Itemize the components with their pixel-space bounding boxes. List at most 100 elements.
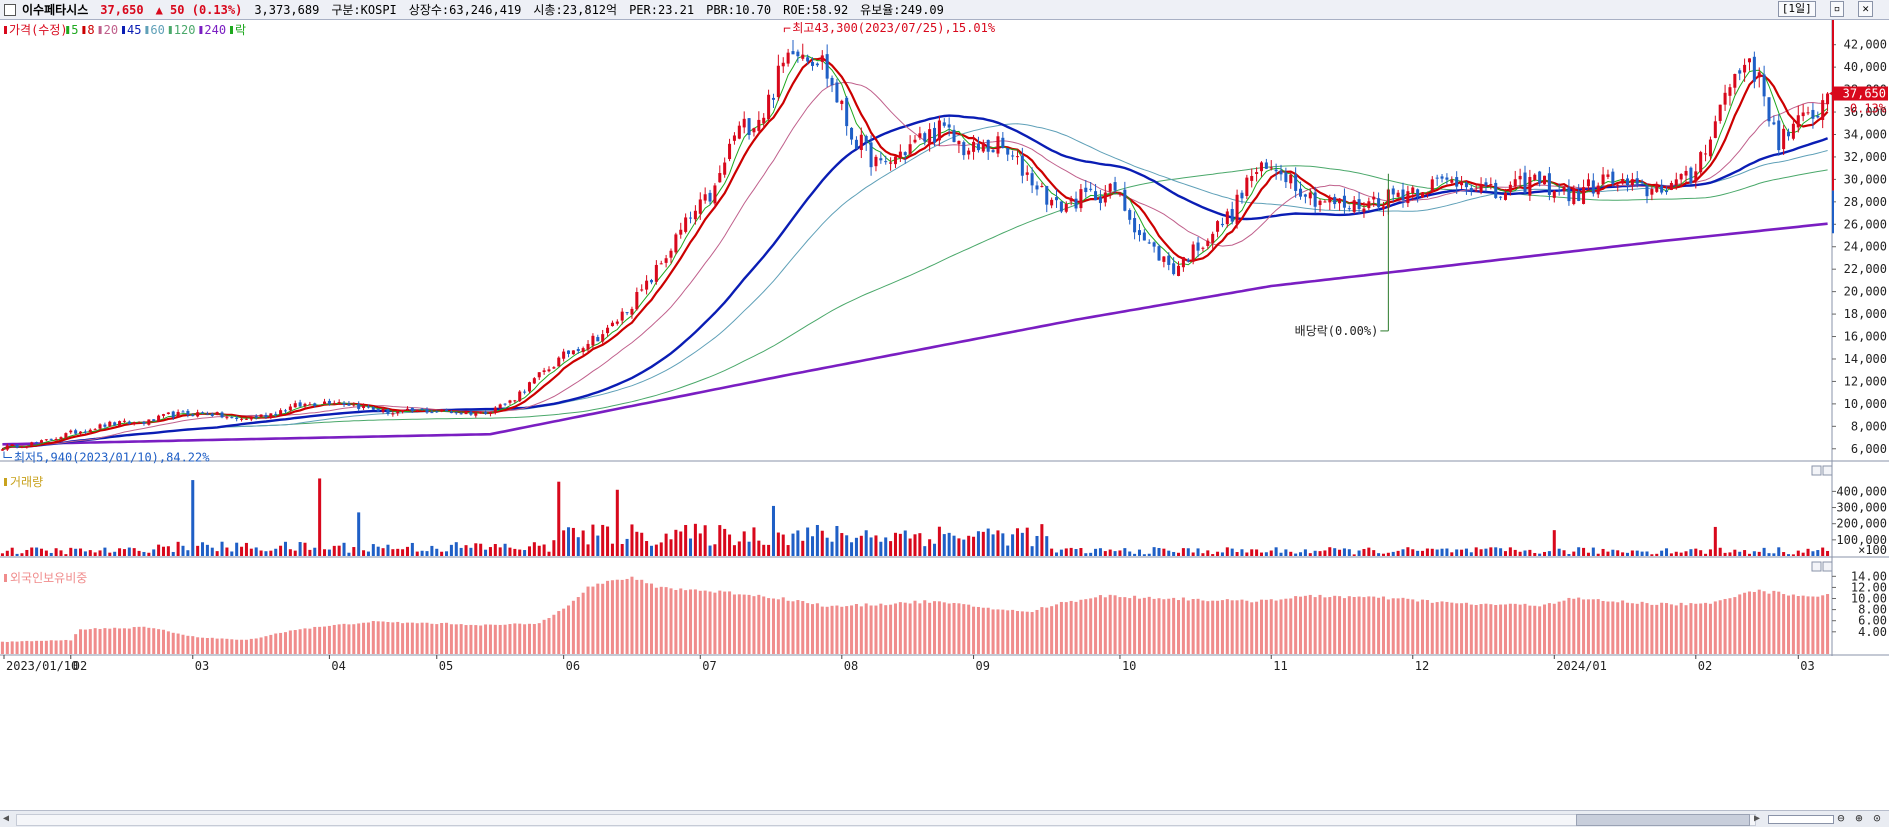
candle <box>1826 92 1830 112</box>
volume-bar <box>1406 547 1410 556</box>
foreign-ratio-bar <box>1269 599 1273 654</box>
volume-bar <box>88 550 92 556</box>
foreign-ratio-bar <box>1562 600 1566 654</box>
volume-bar <box>1577 547 1581 556</box>
y-tick-label: 30,000 <box>1844 172 1887 186</box>
foreign-ratio-bar <box>1191 599 1195 654</box>
panel-restore-icon[interactable]: ▫ <box>1829 1 1845 17</box>
pbr-value: PBR:10.70 <box>706 2 772 17</box>
candle <box>928 123 932 152</box>
volume-bar <box>1128 551 1132 556</box>
volume-bar <box>293 550 297 556</box>
candle <box>845 96 849 136</box>
candle <box>1679 173 1683 188</box>
candle-body <box>225 417 229 419</box>
candle <box>1567 179 1571 206</box>
volume-bar <box>371 544 375 556</box>
y-tick-label: 10,000 <box>1844 397 1887 411</box>
volume-bar <box>1411 549 1415 556</box>
candle <box>801 43 805 61</box>
foreign-ratio-bar <box>776 599 780 654</box>
foreign-ratio-bar <box>732 594 736 654</box>
foreign-ratio-bar <box>347 624 351 654</box>
candle <box>1660 179 1664 195</box>
candle <box>1747 58 1751 71</box>
candle <box>1303 193 1307 204</box>
scroll-left-icon[interactable]: ◀ <box>3 813 10 824</box>
foreign-ratio-bar <box>93 628 97 654</box>
scroll-thumb[interactable] <box>1576 814 1750 826</box>
candle <box>1782 124 1786 155</box>
candle <box>1777 114 1781 156</box>
foreign-ratio-bar <box>1250 602 1254 654</box>
candle <box>1582 179 1586 205</box>
volume-bar <box>1342 548 1346 556</box>
volume-bar <box>1704 553 1708 556</box>
candle-body <box>508 400 512 403</box>
candle-body <box>1650 189 1654 195</box>
zoom-out-icon[interactable]: ⊖ <box>1837 811 1845 825</box>
foreign-ratio-bar <box>1235 600 1239 654</box>
candle-body <box>376 409 380 412</box>
volume-bar <box>1679 552 1683 556</box>
candle-body <box>108 421 112 427</box>
volume-tick-label: 100,000 <box>1836 533 1887 547</box>
candle <box>474 411 478 418</box>
foreign-ratio-bar <box>49 640 53 654</box>
candle-body <box>503 403 507 405</box>
candle-body <box>1220 223 1224 226</box>
candle-body <box>469 411 473 415</box>
candle <box>181 409 185 413</box>
range-slider[interactable] <box>1768 815 1834 824</box>
foreign-ratio-bar <box>386 622 390 654</box>
volume-bar <box>1503 551 1507 556</box>
volume-bar <box>1460 549 1464 556</box>
candle <box>669 248 673 264</box>
candle-body <box>157 415 161 422</box>
volume-bar <box>1147 553 1151 556</box>
candle-body <box>49 438 53 440</box>
period-button[interactable]: [1일] <box>1777 1 1816 17</box>
foreign-ratio-bar <box>1445 601 1449 654</box>
foreign-ratio-bar <box>1811 596 1815 654</box>
chart-scrollbar[interactable]: ◀ ▶ ⊖ ⊕ ⊙ <box>0 810 1889 827</box>
scroll-track[interactable] <box>16 814 1756 826</box>
candle <box>1455 171 1459 195</box>
foreign-ratio-bar <box>1533 605 1537 654</box>
zoom-reset-icon[interactable]: ⊙ <box>1873 811 1881 825</box>
volume-bar <box>1181 548 1185 556</box>
foreign-ratio-bar <box>523 624 527 654</box>
foreign-ratio-bar <box>381 621 385 654</box>
candle <box>767 89 771 122</box>
foreign-ratio-bar <box>1328 597 1332 654</box>
foreign-ratio-bar <box>591 586 595 654</box>
candle-body <box>1069 198 1073 202</box>
zoom-in-icon[interactable]: ⊕ <box>1855 811 1863 825</box>
select-checkbox[interactable] <box>4 3 16 16</box>
panel-close-icon[interactable]: ✕ <box>1858 1 1873 17</box>
candle <box>1313 186 1317 214</box>
foreign-ratio-bar <box>1738 594 1742 654</box>
foreign-ratio-bar <box>845 606 849 654</box>
stock-chart[interactable]: 6,0008,00010,00012,00014,00016,00018,000… <box>0 20 1889 810</box>
scroll-right-icon[interactable]: ▶ <box>1754 813 1761 824</box>
foreign-ratio-bar <box>352 624 356 654</box>
candle <box>693 205 697 225</box>
candle-body <box>1279 170 1283 175</box>
candle-body <box>825 54 829 79</box>
candle <box>240 417 244 422</box>
foreign-ratio-bar <box>1455 603 1459 654</box>
volume-bar <box>147 552 151 556</box>
candle <box>1191 241 1195 265</box>
candle <box>742 111 746 134</box>
volume-bar <box>918 533 922 556</box>
candle-body <box>1137 230 1141 236</box>
volume-bar <box>893 532 897 556</box>
volume-bar <box>806 527 810 556</box>
foreign-ratio-bar <box>118 628 122 654</box>
y-tick-label: 34,000 <box>1844 127 1887 141</box>
volume-bar <box>445 551 449 556</box>
volume-bar <box>1206 550 1210 556</box>
foreign-ratio-bar <box>664 587 668 654</box>
candle <box>362 403 366 410</box>
